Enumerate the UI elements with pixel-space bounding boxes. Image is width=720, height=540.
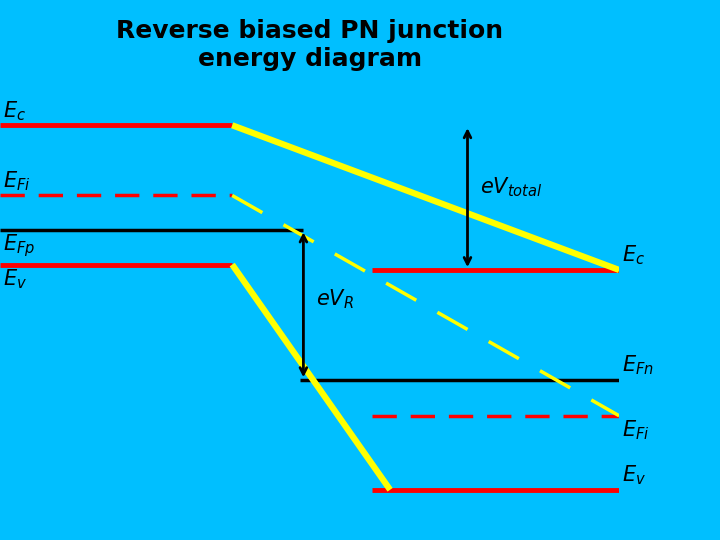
Text: $E_c$: $E_c$	[3, 99, 26, 123]
Text: $eV_{total}$: $eV_{total}$	[480, 175, 542, 199]
Text: $E_{Fp}$: $E_{Fp}$	[3, 232, 35, 259]
Text: $E_v$: $E_v$	[622, 463, 647, 487]
Text: $E_{Fn}$: $E_{Fn}$	[622, 354, 654, 377]
Text: Reverse biased PN junction
energy diagram: Reverse biased PN junction energy diagra…	[116, 19, 503, 71]
Text: $E_{Fi}$: $E_{Fi}$	[622, 418, 650, 442]
Text: $E_v$: $E_v$	[3, 267, 27, 291]
Text: $E_c$: $E_c$	[622, 244, 645, 267]
Text: $E_{Fi}$: $E_{Fi}$	[3, 169, 31, 193]
Text: $eV_R$: $eV_R$	[316, 288, 354, 311]
